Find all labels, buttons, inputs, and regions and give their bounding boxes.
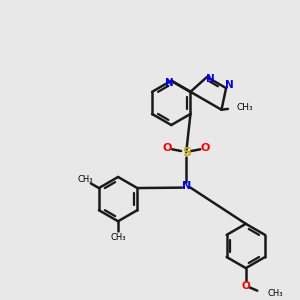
Text: N: N — [225, 80, 233, 90]
Text: N: N — [182, 182, 191, 191]
Text: CH₃: CH₃ — [236, 103, 253, 112]
Text: O: O — [162, 143, 172, 153]
Text: S: S — [182, 146, 191, 159]
Text: CH₃: CH₃ — [77, 176, 93, 184]
Text: CH₃: CH₃ — [110, 233, 126, 242]
Text: O: O — [201, 143, 210, 153]
Text: N: N — [206, 74, 214, 84]
Text: CH₃: CH₃ — [268, 289, 283, 298]
Text: N: N — [165, 78, 173, 88]
Text: O: O — [242, 281, 250, 291]
